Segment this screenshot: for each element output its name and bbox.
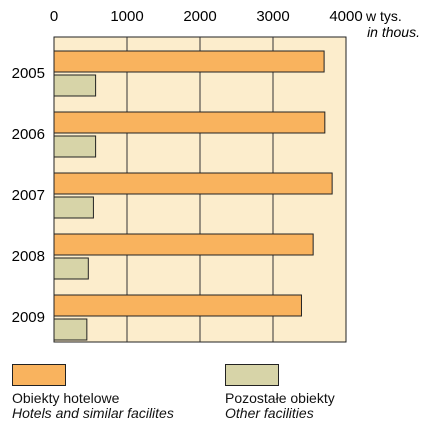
bar-other-2008 <box>53 257 89 280</box>
legend-swatch-hotels <box>12 364 66 386</box>
x-tick-labels: 0 1000 2000 3000 4000 <box>50 8 363 25</box>
legend-label-other-en: Other facilities <box>225 405 314 421</box>
category-labels: 2005 2006 2007 2008 2009 <box>12 65 45 326</box>
unit-label: w tys. <box>365 8 402 24</box>
category-label: 2009 <box>12 309 45 326</box>
bar-other-2006 <box>53 135 97 158</box>
legend-swatch-other <box>225 364 279 386</box>
x-tick-label: 3000 <box>256 8 289 25</box>
bar-hotels-2006 <box>53 111 326 134</box>
bar-other-2007 <box>53 196 94 219</box>
bar-other-2005 <box>53 74 97 97</box>
bar-hotels-2009 <box>53 294 302 317</box>
bar-hotels-2008 <box>53 233 314 256</box>
legend-label-other-pl: Pozostałe obiekty <box>225 390 335 406</box>
bars <box>53 50 333 341</box>
x-tick-label: 2000 <box>183 8 216 25</box>
legend-label-hotels: Obiekty hotelowe Hotels and similar faci… <box>12 391 174 421</box>
category-label: 2008 <box>12 248 45 265</box>
category-label: 2006 <box>12 126 45 143</box>
legend-label-hotels-pl: Obiekty hotelowe <box>12 390 120 406</box>
x-tick-label: 0 <box>50 8 58 25</box>
legend-label-other: Pozostałe obiekty Other facilities <box>225 391 335 421</box>
unit-label-en: in thous. <box>367 24 420 40</box>
chart: 0 1000 2000 3000 4000 2005 2006 2007 2008 2009 w… <box>12 8 420 343</box>
bar-hotels-2007 <box>53 172 333 195</box>
legend-label-hotels-en: Hotels and similar facilites <box>12 405 174 421</box>
x-tick-label: 4000 <box>329 8 362 25</box>
bar-hotels-2005 <box>53 50 325 73</box>
category-label: 2005 <box>12 65 45 82</box>
category-label: 2007 <box>12 187 45 204</box>
bar-other-2009 <box>53 318 88 341</box>
x-tick-label: 1000 <box>110 8 143 25</box>
